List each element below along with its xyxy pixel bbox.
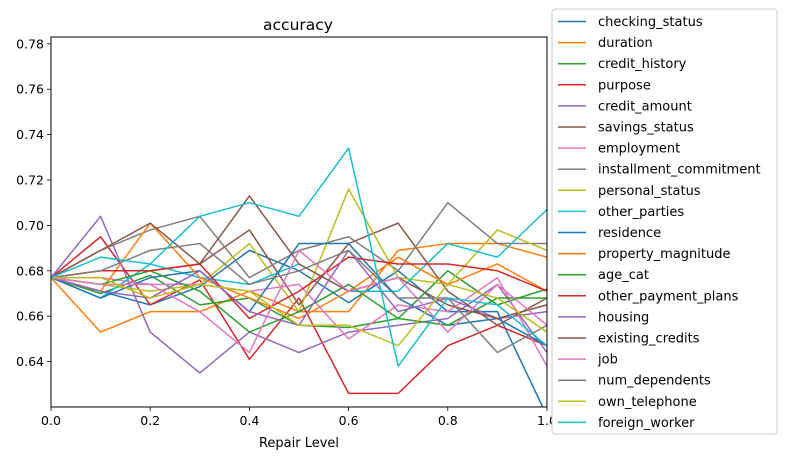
legend-label: checking_status — [598, 15, 703, 30]
legend-label: credit_amount — [598, 99, 692, 114]
legend-label: job — [597, 353, 618, 368]
legend-label: duration — [598, 36, 653, 51]
legend-label: employment — [598, 142, 680, 157]
x-tick-label: 0.4 — [239, 413, 259, 428]
legend-label: other_payment_plans — [598, 289, 739, 304]
series-line-existing-credits — [51, 195, 547, 320]
legend-label: installment_commitment — [598, 163, 761, 178]
y-tick-label: 0.72 — [16, 173, 44, 188]
legend-label: other_parties — [598, 205, 684, 220]
x-tick-label: 0.6 — [339, 413, 359, 428]
legend-label: age_cat — [598, 268, 649, 283]
series-line-credit-amount — [51, 215, 547, 374]
y-tick-label: 0.68 — [16, 263, 44, 278]
y-tick-label: 0.74 — [16, 127, 44, 142]
series-line-property-magnitude — [51, 222, 547, 320]
y-tick-label: 0.66 — [16, 309, 44, 324]
series-layer — [51, 147, 547, 407]
legend-label: purpose — [598, 78, 651, 93]
y-tick-label: 0.64 — [16, 354, 44, 369]
series-line-num-dependents — [51, 242, 547, 354]
legend-label: existing_credits — [598, 332, 700, 347]
y-tick-label: 0.78 — [16, 36, 44, 51]
y-tick-label: 0.76 — [16, 82, 44, 97]
legend-frame — [551, 8, 778, 435]
legend: checking_status duration credit_historypur… — [551, 8, 778, 435]
legend-label: property_magnitude — [598, 247, 730, 262]
x-tick-label: 0.0 — [41, 413, 61, 428]
x-tick-label: 0.8 — [438, 413, 458, 428]
chart-title: accuracy — [263, 16, 333, 34]
x-tick-label: 0.2 — [140, 413, 160, 428]
legend-label: own_telephone — [598, 395, 697, 410]
legend-label: credit_history — [598, 57, 687, 72]
legend-label: housing — [598, 310, 649, 325]
legend-label: foreign_worker — [598, 416, 695, 431]
plot-frame — [50, 36, 548, 408]
legend-label: savings_status — [598, 121, 694, 136]
y-tick-label: 0.70 — [16, 218, 44, 233]
x-axis-label: Repair Level — [259, 436, 339, 451]
series-line-installment-commitment — [51, 201, 547, 279]
x-axis: 0.0 0.2 0.4 0.6 0.8 1.0 — [41, 407, 557, 428]
legend-label: residence — [598, 226, 661, 241]
legend-label: personal_status — [598, 184, 701, 199]
series-line-own-telephone — [51, 276, 547, 347]
series-line-other-payment-plans — [51, 256, 547, 320]
y-axis: 0.64 0.66 0.68 0.70 0.72 0.74 0.76 0.78 — [16, 36, 51, 369]
series-line-foreign-worker — [51, 147, 547, 367]
legend-label: num_dependents — [598, 374, 711, 389]
